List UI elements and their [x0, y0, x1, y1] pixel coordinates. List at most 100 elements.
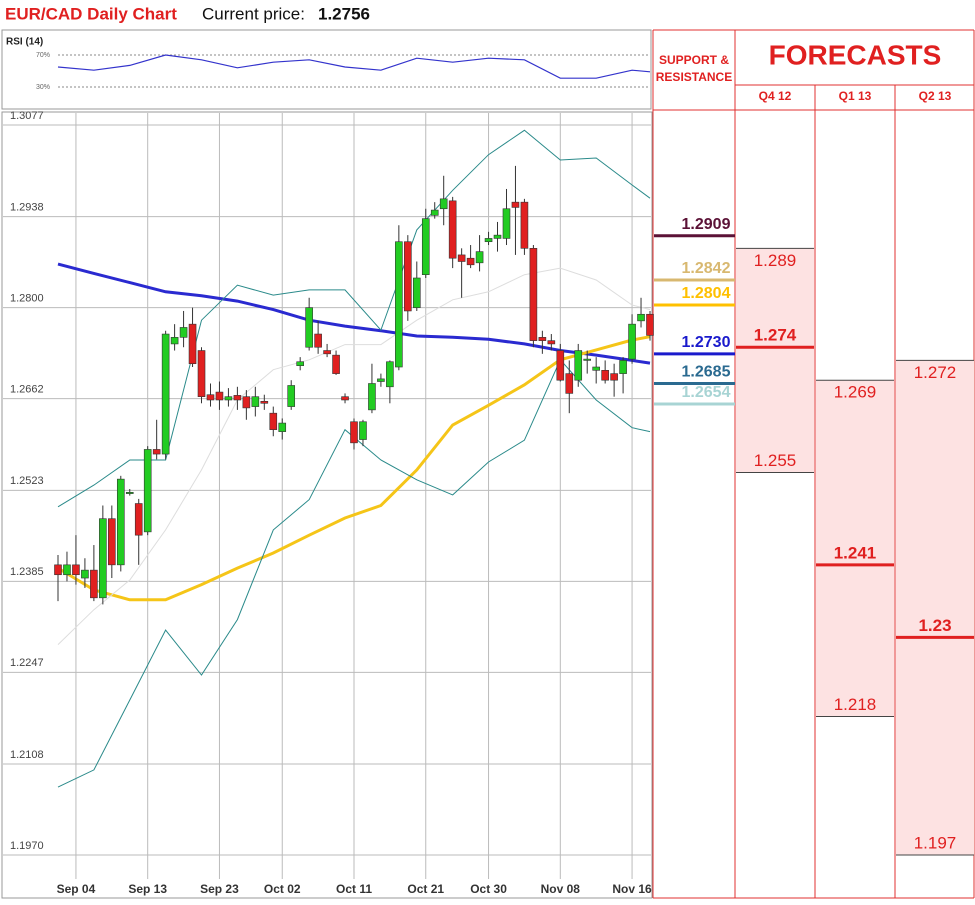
x-tick-label: Sep 13: [128, 882, 167, 896]
candle-body: [152, 449, 161, 455]
sr-label: 1.2909: [682, 216, 731, 233]
forecast-mid-label: 1.23: [918, 616, 951, 635]
candle-body: [296, 361, 304, 366]
candle-body: [511, 201, 520, 208]
candle-body: [125, 492, 134, 494]
candle-body: [260, 401, 269, 404]
candle-body: [601, 370, 609, 381]
forecasts-title: FORECASTS: [769, 39, 942, 70]
candle-body: [583, 358, 592, 361]
x-tick-label: Nov 16: [612, 882, 652, 896]
price-label: Current price:: [202, 4, 305, 23]
forecast-low-label: 1.197: [914, 833, 957, 852]
candle-body: [242, 396, 251, 409]
rsi-line: [57, 54, 651, 79]
candle-body: [637, 313, 645, 322]
candle-body: [305, 307, 313, 348]
y-tick-label: 1.3077: [10, 110, 44, 122]
overlay-line: [57, 129, 651, 508]
x-tick-label: Sep 04: [57, 882, 96, 896]
candle-body: [404, 241, 412, 312]
candle-body: [502, 208, 511, 239]
candle-body: [99, 518, 107, 599]
forecast-column-label: Q4 12: [759, 89, 792, 103]
y-tick-label: 1.2662: [10, 384, 44, 396]
forecast-high-label: 1.269: [834, 383, 877, 402]
candle-body: [484, 238, 493, 243]
candle-body: [547, 340, 556, 345]
candle-body: [81, 569, 89, 579]
candle-body: [368, 383, 376, 411]
y-tick-label: 1.2385: [10, 566, 44, 578]
rsi-panel: [1, 29, 652, 110]
forecast-high-label: 1.289: [754, 251, 797, 270]
candle-body: [108, 518, 116, 566]
x-tick-label: Nov 08: [541, 882, 581, 896]
candle-body: [430, 209, 439, 216]
candle-body: [421, 218, 430, 275]
candle-body: [377, 378, 385, 382]
y-tick-label: 1.2523: [10, 475, 44, 487]
candle-body: [224, 396, 233, 401]
sr-label: 1.2804: [682, 285, 731, 302]
candle-body: [323, 350, 331, 355]
plot-area: [1, 111, 653, 899]
rsi-tick-label: 70%: [36, 52, 50, 59]
x-tick-label: Oct 11: [336, 882, 372, 896]
candle-body: [359, 421, 367, 440]
candle-body: [395, 241, 403, 368]
candle-body: [233, 395, 242, 401]
candle-body: [332, 354, 340, 374]
candle-body: [188, 323, 197, 365]
candle-body: [565, 373, 574, 394]
price: 1.2756: [318, 4, 370, 23]
sr-label: 1.2685: [682, 364, 731, 381]
forecast-range: [736, 248, 814, 473]
candle-body: [116, 478, 125, 566]
candle-body: [251, 396, 260, 407]
candle-body: [134, 503, 143, 536]
candle-body: [538, 337, 547, 341]
chart-title: EUR/CAD Daily Chart: [5, 4, 177, 23]
sr-title-box: SUPPORT & RESISTANCE: [655, 53, 733, 84]
sr-label: 1.2730: [682, 334, 731, 351]
candle-body: [314, 333, 322, 348]
candle-body: [466, 257, 475, 266]
x-tick-label: Oct 30: [470, 882, 507, 896]
forecast-range: [896, 360, 974, 855]
candle-body: [197, 350, 206, 397]
forecast-mid-label: 1.274: [754, 326, 797, 345]
x-tick-label: Oct 02: [264, 882, 301, 896]
candle-body: [143, 449, 152, 533]
sr-title: SUPPORT & RESISTANCE: [655, 53, 733, 84]
candle-body: [215, 391, 224, 401]
candle-body: [63, 564, 71, 576]
candle-body: [278, 422, 287, 432]
candle-body: [170, 337, 179, 345]
overlay-line: [57, 335, 651, 602]
forecast-low-label: 1.255: [754, 451, 797, 470]
candle-body: [269, 412, 278, 430]
candle-body: [646, 313, 654, 336]
forecast-mid-label: 1.241: [834, 543, 877, 562]
y-tick-label: 1.2247: [10, 657, 44, 669]
candle-body: [439, 198, 448, 210]
y-tick-label: 1.2108: [10, 749, 44, 761]
candle-body: [54, 564, 62, 576]
rsi-title: RSI (14): [6, 37, 43, 48]
candle-body: [493, 234, 502, 239]
candle-body: [475, 251, 484, 264]
candle-body: [529, 248, 538, 341]
y-tick-label: 1.1970: [10, 840, 44, 852]
forecast-high-label: 1.272: [914, 363, 957, 382]
candle-body: [610, 373, 618, 381]
candle-body: [161, 333, 170, 455]
sr-label: 1.2654: [682, 384, 731, 401]
candle-body: [72, 564, 80, 576]
candle-body: [574, 350, 583, 381]
sr-label: 1.2842: [682, 260, 731, 277]
candle-body: [350, 421, 358, 444]
candle-body: [287, 385, 296, 407]
